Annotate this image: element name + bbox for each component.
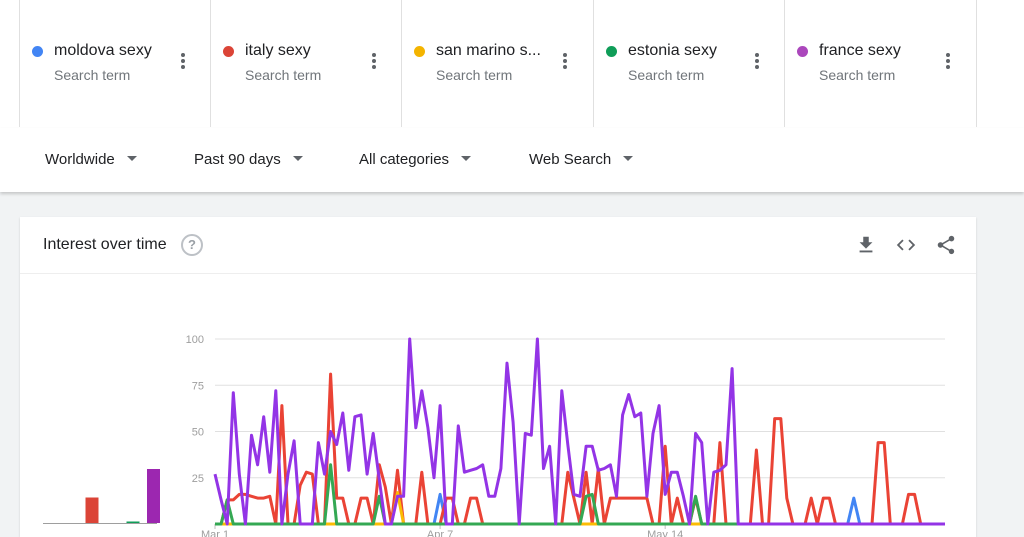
dropdown-arrow-icon [461, 155, 472, 161]
term-chip-italy[interactable]: italy sexy Search term [210, 0, 401, 127]
more-vert-icon[interactable] [562, 53, 568, 71]
term-label: italy sexy [245, 42, 311, 59]
y-tick-label-3: 25 [192, 473, 204, 485]
more-vert-icon[interactable] [180, 53, 186, 71]
region-value: Worldwide [45, 151, 115, 168]
term-type: Search term [436, 67, 513, 83]
category-dropdown[interactable]: All categories [359, 151, 472, 168]
y-tick-label-1: 75 [192, 380, 204, 392]
search-type-value: Web Search [529, 151, 612, 168]
term-type: Search term [628, 67, 705, 83]
divider [976, 0, 977, 127]
term-label: france sexy [819, 42, 901, 59]
card-divider [20, 273, 976, 274]
embed-code-icon[interactable] [895, 234, 917, 256]
x-tick-label-2: May 14 [647, 529, 683, 537]
more-vert-icon[interactable] [754, 53, 760, 71]
term-chip-france[interactable]: france sexy Search term [784, 0, 975, 127]
term-label: estonia sexy [628, 42, 717, 59]
interest-over-time-card: Interest over time ? 100 75 50 25 Mar 1 Apr 7… [20, 217, 976, 537]
series-color-dot [414, 46, 425, 57]
average-bar-3 [126, 521, 140, 523]
time-range-dropdown[interactable]: Past 90 days [194, 151, 303, 168]
series-color-dot [32, 46, 43, 57]
term-chip-moldova[interactable]: moldova sexy Search term [19, 0, 210, 127]
term-chip-estonia[interactable]: estonia sexy Search term [593, 0, 784, 127]
series-color-dot [606, 46, 617, 57]
term-chip-san-marino[interactable]: san marino s... Search term [401, 0, 592, 127]
search-type-dropdown[interactable]: Web Search [529, 151, 634, 168]
share-icon[interactable] [935, 234, 957, 256]
search-terms-bar: moldova sexy Search term italy sexy Sear… [0, 0, 1024, 129]
term-type: Search term [819, 67, 896, 83]
y-tick-label-2: 50 [192, 427, 204, 439]
term-type: Search term [245, 67, 322, 83]
dropdown-arrow-icon [292, 155, 303, 161]
card-title: Interest over time [43, 236, 167, 253]
x-tick-label-0: Mar 1 [201, 529, 229, 537]
interest-line-chart: 100 75 50 25 Mar 1 Apr 7 May 14 [186, 334, 945, 537]
more-vert-icon[interactable] [371, 53, 377, 71]
x-tick-label-1: Apr 7 [427, 529, 453, 537]
dropdown-arrow-icon [126, 155, 137, 161]
average-bar-4 [147, 469, 160, 523]
series-line-4[interactable] [213, 337, 945, 526]
series-line-1[interactable] [215, 372, 945, 526]
help-icon[interactable]: ? [181, 234, 203, 256]
category-value: All categories [359, 151, 450, 168]
time-range-value: Past 90 days [194, 151, 281, 168]
term-type: Search term [54, 67, 131, 83]
y-tick-label-0: 100 [186, 334, 204, 346]
term-label: san marino s... [436, 42, 541, 59]
dropdown-arrow-icon [623, 155, 634, 161]
more-vert-icon[interactable] [945, 53, 951, 71]
term-label: moldova sexy [54, 42, 152, 59]
average-bar-chart [43, 469, 160, 524]
region-dropdown[interactable]: Worldwide [45, 151, 137, 168]
series-color-dot [797, 46, 808, 57]
download-icon[interactable] [855, 234, 877, 256]
series-color-dot [223, 46, 234, 57]
filter-bar: Worldwide Past 90 days All categories We… [0, 128, 1024, 192]
average-bar-1 [85, 497, 99, 523]
